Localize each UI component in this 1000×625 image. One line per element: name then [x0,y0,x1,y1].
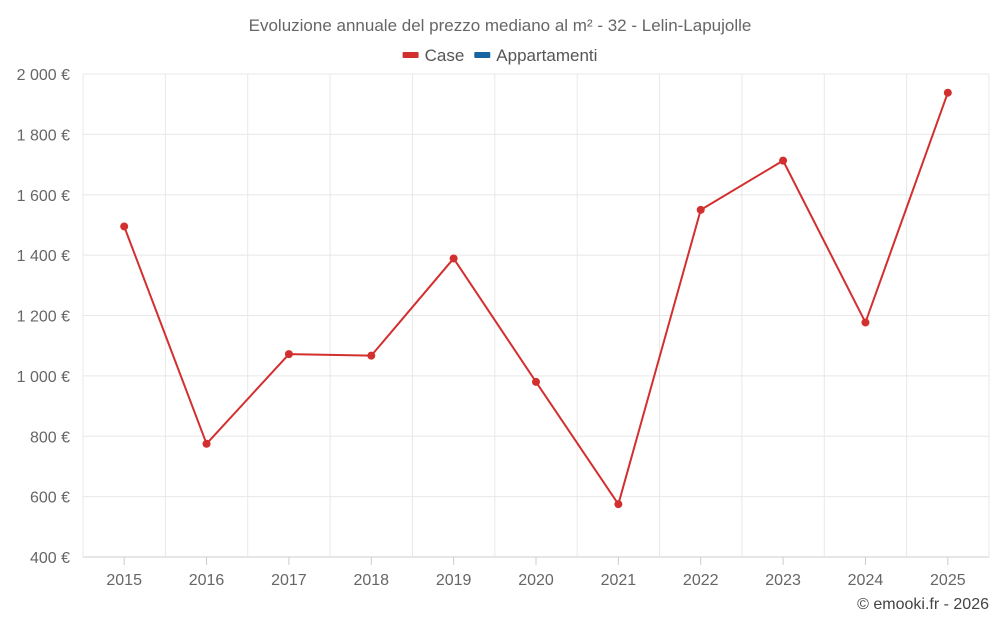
legend: Case Appartamenti [402,46,597,65]
y-tick-label: 1 600 € [17,188,70,205]
y-tick-label: 800 € [30,429,70,446]
x-tick-label: 2018 [353,572,389,589]
y-tick-label: 2 000 € [17,67,70,84]
data-point[interactable] [696,205,705,214]
y-tick-label: 1 400 € [17,248,70,265]
data-point[interactable] [861,318,870,327]
x-tick-label: 2025 [930,572,966,589]
y-axis: 400 € 600 € 800 € 1 000 € 1 200 € 1 400 € 1 60… [17,67,70,567]
legend-label: Case [425,46,465,65]
legend-swatch [474,52,491,58]
legend-label: Appartamenti [496,46,597,65]
data-point[interactable] [284,350,293,359]
series-layer [120,88,952,509]
legend-swatch [402,52,419,58]
y-tick-label: 600 € [30,490,70,507]
y-tick-label: 1 800 € [17,127,70,144]
x-tick-label: 2021 [601,572,637,589]
legend-item[interactable]: Case [402,46,465,65]
y-tick-label: 1 200 € [17,309,70,326]
x-tick-label: 2023 [765,572,801,589]
legend-item[interactable]: Appartamenti [474,46,597,65]
x-tick-label: 2020 [518,572,554,589]
chart-title: Evoluzione annuale del prezzo mediano al… [249,16,752,35]
x-tick-label: 2024 [848,572,884,589]
data-point[interactable] [449,254,458,263]
credit-text: © emooki.fr - 2026 [857,596,989,613]
grid [82,73,990,558]
data-point[interactable] [943,88,952,97]
data-point[interactable] [367,351,376,360]
x-tick-label: 2022 [683,572,719,589]
data-point[interactable] [779,156,788,165]
y-tick-label: 1 000 € [17,369,70,386]
x-tick-label: 2015 [106,572,142,589]
y-tick-label: 400 € [30,550,70,567]
data-point[interactable] [202,439,211,448]
data-point[interactable] [532,377,540,386]
x-axis: 2015 2016 2017 2018 2019 2020 2021 2022 2023 2024… [106,557,966,589]
x-tick-label: 2017 [271,572,307,589]
x-tick-label: 2016 [189,572,225,589]
data-point[interactable] [614,500,623,509]
data-point[interactable] [120,222,129,231]
x-tick-label: 2019 [436,572,472,589]
